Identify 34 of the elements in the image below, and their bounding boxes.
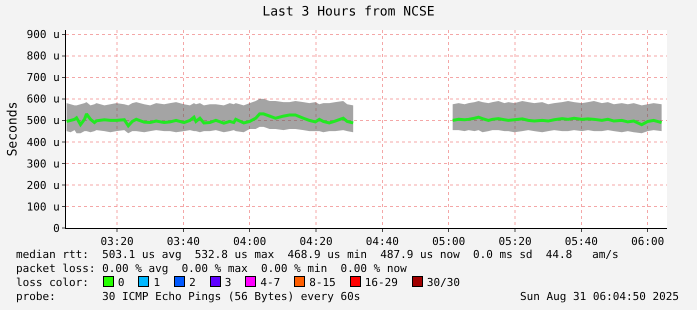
x-tick-label: 05:00 bbox=[432, 235, 466, 248]
text: 0 bbox=[118, 276, 124, 289]
text: 8-15 bbox=[309, 276, 336, 289]
text: 4-7 bbox=[260, 276, 280, 289]
y-axis-title: Seconds bbox=[6, 102, 21, 156]
x-tick-label: 04:00 bbox=[233, 235, 266, 248]
y-tick-label: 900 u bbox=[26, 28, 60, 42]
x-tick-label: 04:20 bbox=[299, 235, 333, 248]
x-tick-label: 06:00 bbox=[631, 235, 664, 248]
text: 16-29 bbox=[364, 276, 398, 289]
y-tick-label: 800 u bbox=[26, 50, 60, 63]
y-tick-label: 100 u bbox=[26, 200, 60, 214]
text: 2 bbox=[189, 276, 196, 289]
y-tick-label: 0 bbox=[53, 222, 60, 235]
text: probe: 30 ICMP Echo Pings (56 Bytes) every 60s bbox=[16, 290, 360, 303]
text: 3 bbox=[224, 276, 232, 289]
text: 1 bbox=[153, 276, 160, 289]
y-tick-label: 600 u bbox=[26, 92, 60, 106]
x-tick-label: 03:20 bbox=[100, 235, 134, 248]
y-tick-label: 500 u bbox=[26, 114, 60, 128]
x-tick-label: 03:40 bbox=[166, 235, 200, 248]
x-tick-label: 05:20 bbox=[498, 235, 532, 248]
text: packet loss: 0.00 % avg 0.00 % max 0.00 % min 0.00 % now bbox=[16, 262, 407, 275]
text: 30/30 bbox=[426, 276, 460, 289]
x-tick-label: 04:40 bbox=[366, 235, 399, 248]
y-tick-label: 300 u bbox=[26, 157, 60, 170]
x-tick-label: 05:40 bbox=[564, 235, 598, 248]
y-tick-label: 400 u bbox=[26, 136, 60, 149]
text: loss color: bbox=[16, 276, 89, 289]
y-tick-label: 200 u bbox=[26, 178, 60, 192]
chart-title: Last 3 Hours from NCSE bbox=[262, 4, 435, 20]
text: Sun Aug 31 06:04:50 2025 bbox=[520, 290, 679, 303]
text: median rtt: 503.1 us avg 532.8 us max 468.9 us min 487.9 us now 0.0 ms sd 44.8 am/s bbox=[16, 248, 619, 261]
y-tick-label: 700 u bbox=[26, 71, 60, 84]
